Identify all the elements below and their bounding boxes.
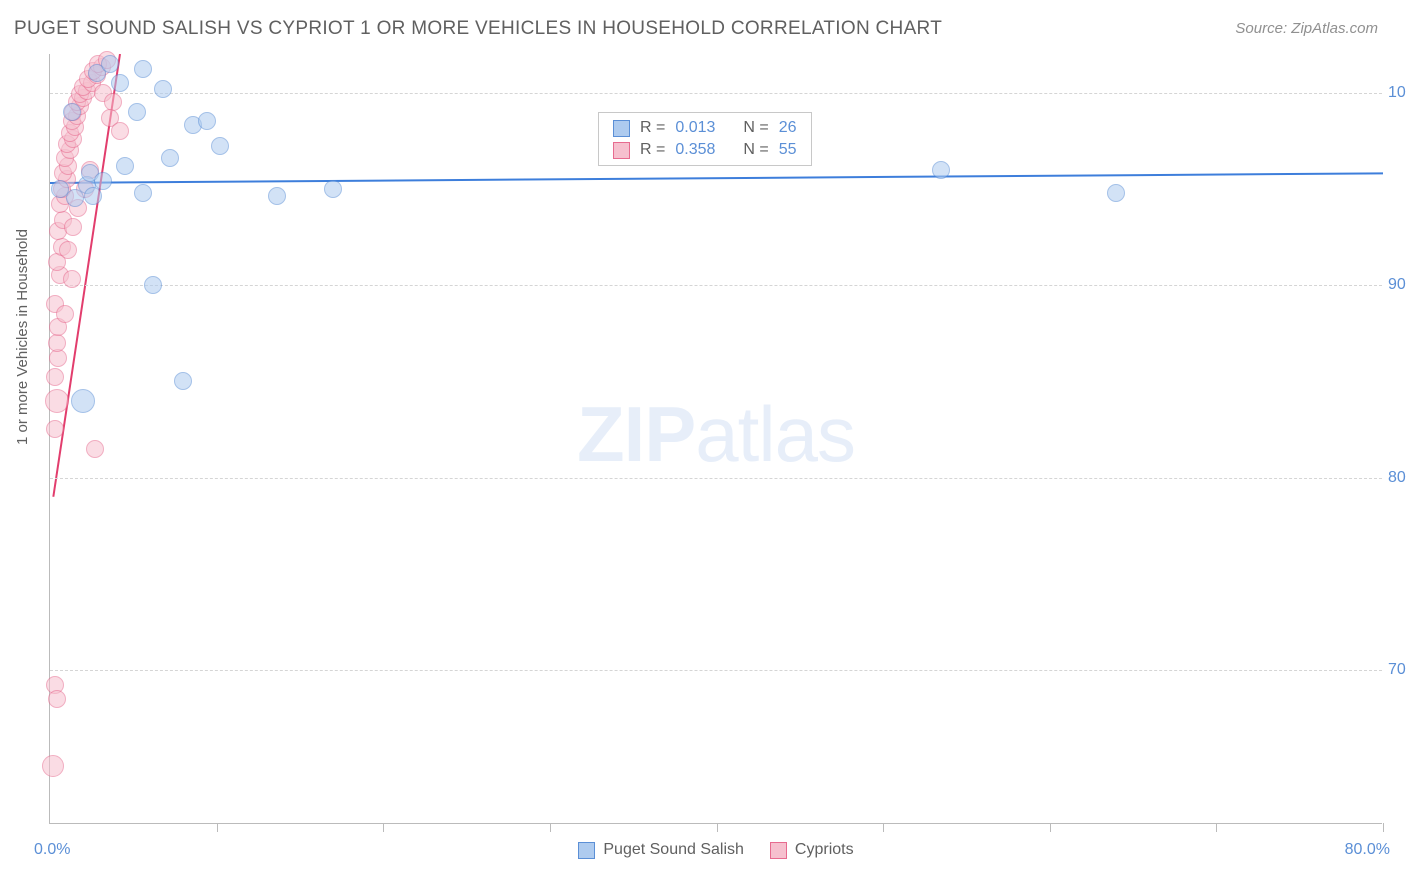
x-tick	[883, 823, 884, 832]
watermark-bold: ZIP	[577, 389, 695, 477]
y-tick-label: 70.0%	[1382, 661, 1406, 679]
n-label: N =	[743, 141, 768, 159]
data-point-cypriots	[42, 755, 64, 777]
stats-row-salish: R = 0.013 N = 26	[599, 117, 811, 139]
series-legend: Puget Sound Salish Cypriots	[50, 841, 1382, 859]
trendline-salish	[50, 173, 1383, 183]
y-axis-label: 1 or more Vehicles in Household	[14, 229, 31, 445]
data-point-salish	[94, 172, 112, 190]
data-point-salish	[134, 184, 152, 202]
data-point-salish	[101, 55, 119, 73]
x-tick	[550, 823, 551, 832]
data-point-cypriots	[63, 270, 81, 288]
data-point-cypriots	[46, 420, 64, 438]
chart-title: PUGET SOUND SALISH VS CYPRIOT 1 OR MORE …	[14, 18, 942, 40]
data-point-salish	[1107, 184, 1125, 202]
data-point-salish	[324, 180, 342, 198]
x-tick	[717, 823, 718, 832]
r-label: R =	[640, 119, 665, 137]
y-tick-label: 100.0%	[1382, 84, 1406, 102]
y-tick-label: 80.0%	[1382, 469, 1406, 487]
gridline	[50, 285, 1382, 286]
data-point-cypriots	[49, 349, 67, 367]
data-point-cypriots	[111, 122, 129, 140]
data-point-salish	[116, 157, 134, 175]
data-point-salish	[174, 372, 192, 390]
n-value-cypriots: 55	[779, 141, 797, 159]
r-label: R =	[640, 141, 665, 159]
source-name: ZipAtlas.com	[1291, 20, 1378, 37]
r-value-cypriots: 0.358	[675, 141, 715, 159]
plot-area: ZIPatlas R = 0.013 N = 26 R = 0.358 N = …	[49, 54, 1382, 824]
watermark-rest: atlas	[695, 389, 855, 477]
data-point-cypriots	[59, 241, 77, 259]
source-prefix: Source:	[1235, 20, 1291, 37]
gridline	[50, 670, 1382, 671]
swatch-salish	[578, 842, 595, 859]
r-value-salish: 0.013	[675, 119, 715, 137]
legend-item-cypriots: Cypriots	[770, 841, 854, 859]
swatch-salish	[613, 120, 630, 137]
data-point-salish	[161, 149, 179, 167]
swatch-cypriots	[770, 842, 787, 859]
data-point-cypriots	[64, 218, 82, 236]
data-point-salish	[63, 103, 81, 121]
data-point-cypriots	[86, 440, 104, 458]
n-value-salish: 26	[779, 119, 797, 137]
data-point-salish	[211, 137, 229, 155]
x-tick	[1216, 823, 1217, 832]
data-point-cypriots	[48, 690, 66, 708]
source-attribution: Source: ZipAtlas.com	[1235, 20, 1378, 37]
data-point-salish	[84, 187, 102, 205]
x-tick	[1050, 823, 1051, 832]
data-point-cypriots	[56, 305, 74, 323]
x-tick	[1383, 823, 1384, 832]
legend-label-salish: Puget Sound Salish	[603, 841, 744, 859]
x-tick	[383, 823, 384, 832]
stats-row-cypriots: R = 0.358 N = 55	[599, 139, 811, 161]
chart-container: PUGET SOUND SALISH VS CYPRIOT 1 OR MORE …	[0, 0, 1406, 892]
gridline	[50, 93, 1382, 94]
data-point-salish	[932, 161, 950, 179]
data-point-salish	[144, 276, 162, 294]
data-point-salish	[268, 187, 286, 205]
gridline	[50, 478, 1382, 479]
watermark: ZIPatlas	[577, 388, 855, 479]
data-point-salish	[128, 103, 146, 121]
legend-item-salish: Puget Sound Salish	[578, 841, 744, 859]
data-point-cypriots	[45, 389, 69, 413]
data-point-salish	[134, 60, 152, 78]
x-tick	[217, 823, 218, 832]
data-point-salish	[111, 74, 129, 92]
data-point-cypriots	[46, 368, 64, 386]
trendlines-layer	[50, 54, 1383, 824]
data-point-salish	[198, 112, 216, 130]
swatch-cypriots	[613, 142, 630, 159]
stats-legend: R = 0.013 N = 26 R = 0.358 N = 55	[598, 112, 812, 166]
y-tick-label: 90.0%	[1382, 276, 1406, 294]
n-label: N =	[743, 119, 768, 137]
data-point-salish	[154, 80, 172, 98]
data-point-salish	[71, 389, 95, 413]
data-point-cypriots	[48, 334, 66, 352]
legend-label-cypriots: Cypriots	[795, 841, 854, 859]
